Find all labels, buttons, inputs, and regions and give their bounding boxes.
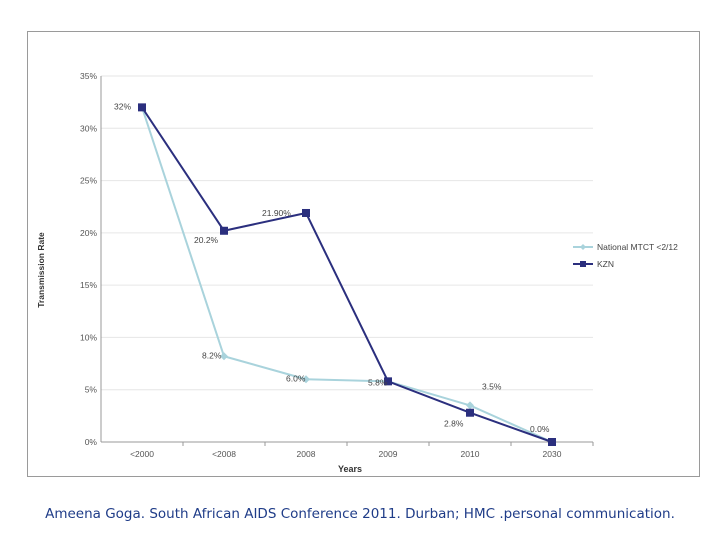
data-label: 0.0%: [530, 424, 550, 434]
y-axis-label: Transmission Rate: [36, 232, 46, 308]
x-tick-label: 2009: [379, 449, 398, 459]
y-tick-label: 0%: [85, 437, 98, 447]
series-group: [138, 103, 556, 446]
data-label: 2.8%: [444, 419, 464, 429]
kzn-point: [138, 103, 146, 112]
line-chart: 0% 5% 10% 15% 20% 25% 30% 35% <2000 <2008 2008 2009…: [36, 71, 678, 474]
y-tick-label: 30%: [80, 123, 97, 133]
x-axis-label: Years: [338, 464, 362, 474]
y-tick-label: 35%: [80, 71, 97, 81]
national-point: [466, 401, 474, 410]
y-tick-label: 15%: [80, 280, 97, 290]
kzn-point: [466, 408, 474, 417]
y-tick-label: 25%: [80, 176, 97, 186]
data-label: 6.0%: [286, 373, 306, 383]
data-labels: 8.2% 6.0% 5.8% 3.5% 0.0% 32% 20.2% 21.90% 2.8%: [114, 101, 550, 434]
source-caption: Ameena Goga. South African AIDS Conferen…: [45, 506, 675, 522]
y-tick-label: 5%: [85, 385, 98, 395]
x-tick-label: 2010: [461, 449, 480, 459]
x-tick-label: <2000: [130, 449, 154, 459]
national-point: [302, 375, 310, 384]
legend: National MTCT <2/12 KZN: [573, 242, 678, 269]
x-tick-label: <2008: [212, 449, 236, 459]
x-tick-label: 2008: [297, 449, 316, 459]
kzn-point: [384, 377, 392, 386]
series-line-national: [141, 107, 553, 443]
data-label: 3.5%: [482, 381, 502, 391]
y-tick-label: 20%: [80, 228, 97, 238]
data-label: 20.2%: [194, 235, 219, 245]
axes: 0% 5% 10% 15% 20% 25% 30% 35% <2000 <2008 2008 2009…: [80, 71, 594, 459]
legend-label: KZN: [597, 259, 614, 269]
legend-marker: [580, 261, 586, 267]
series-line-kzn: [141, 106, 553, 443]
legend-marker: [580, 244, 586, 250]
data-label: 8.2%: [202, 350, 222, 360]
kzn-point: [220, 226, 228, 235]
data-label: 5.8%: [368, 377, 388, 387]
data-label: 21.90%: [262, 208, 291, 218]
national-point: [220, 352, 228, 361]
x-tick-label: 2030: [543, 449, 562, 459]
y-tick-label: 10%: [80, 332, 97, 342]
data-label: 32%: [114, 101, 131, 111]
gridlines: [101, 75, 593, 391]
kzn-point: [548, 438, 556, 446]
kzn-point: [302, 208, 310, 217]
legend-label: National MTCT <2/12: [597, 242, 678, 252]
chart-frame: 0% 5% 10% 15% 20% 25% 30% 35% <2000 <2008 2008 2009…: [27, 31, 700, 477]
